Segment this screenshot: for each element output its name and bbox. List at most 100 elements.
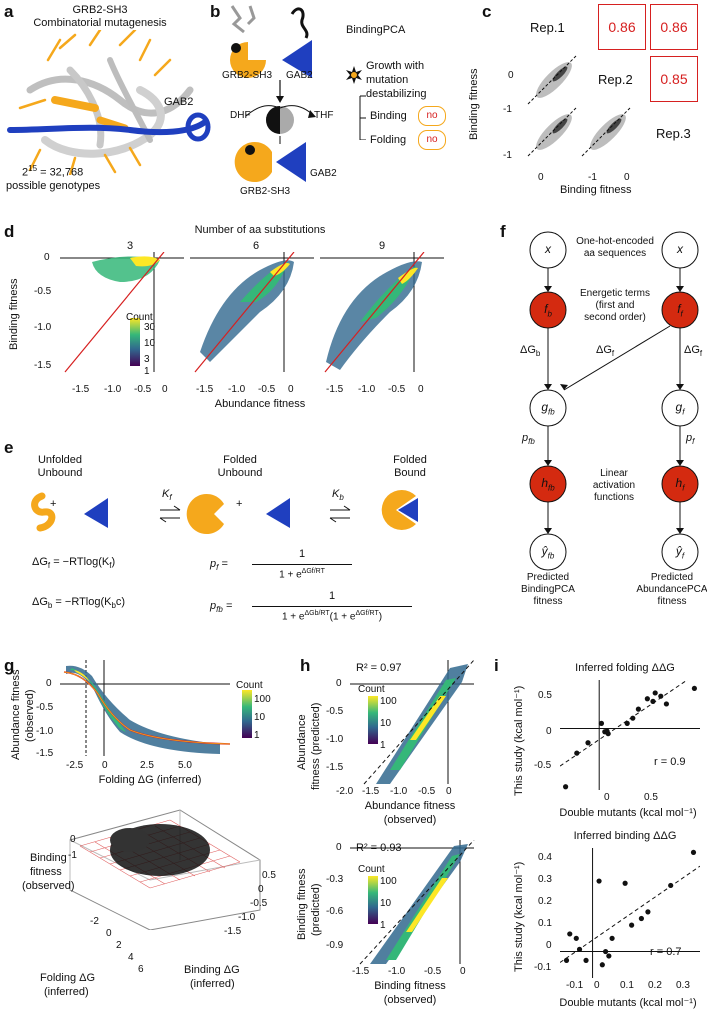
h-bottom-r2: R² = 0.93 xyxy=(356,842,402,854)
i-bottom-xlabel: Double mutants (kcal mol⁻¹) xyxy=(559,997,697,1009)
facet-6: 6 xyxy=(252,240,260,252)
i-bottom-point-7 xyxy=(602,948,609,955)
c-ylabel: Binding fitness xyxy=(468,68,480,140)
panel-i-label: i xyxy=(494,656,499,675)
i-top-point-3 xyxy=(598,720,605,726)
d-xtick-3: 0 xyxy=(162,384,168,395)
panel-a-subtitle: Combinatorial mutagenesis xyxy=(33,17,167,29)
h-bottom-colorbar xyxy=(368,876,378,924)
gab2-label-bottom: GAB2 xyxy=(310,168,337,179)
corr-rep1-rep2: 0.86 xyxy=(598,4,646,50)
g3d-y-tick-4: -1.5 xyxy=(224,926,242,937)
i-bottom-fit-line xyxy=(560,865,700,963)
branch-folding: Folding xyxy=(370,134,407,146)
state2-line1: Folded xyxy=(223,454,257,466)
d-xtick-7: 0 xyxy=(288,384,294,395)
pfb-den: 1 + eΔGb/RT(1 + eΔGf/RT) xyxy=(281,610,383,623)
corr-rep1-rep3: 0.86 xyxy=(650,4,698,50)
yf-text: ŷf xyxy=(675,544,685,561)
legend-line-2: mutation xyxy=(366,74,409,86)
c-xlabel: Binding fitness xyxy=(560,184,632,196)
h-top-ytick-2: -1.0 xyxy=(326,734,344,745)
pf-lhs: pf = xyxy=(210,558,228,573)
panel-b-label: b xyxy=(210,2,221,21)
h-top-hexbin xyxy=(350,660,475,785)
g3d-x-tick-0: -2 xyxy=(90,916,99,927)
c-ytick-3: -1 xyxy=(503,150,512,161)
ff-node xyxy=(661,291,699,329)
i-bottom-scatter xyxy=(560,848,700,978)
dgf-cross-label: ΔGf xyxy=(596,344,615,359)
h-bottom-xtick-2: -0.5 xyxy=(424,966,442,977)
fb-text: fb xyxy=(544,302,552,319)
i-top-fit-line xyxy=(560,680,689,767)
i-bottom-ytick-4: 0 xyxy=(546,940,552,951)
h-bottom-ytick-3: -0.9 xyxy=(326,940,344,951)
i-bottom-xtick-3: 0.2 xyxy=(648,980,662,991)
d-legend-10: 10 xyxy=(144,338,156,349)
plus-2: + xyxy=(236,498,243,510)
folding-no-badge: no xyxy=(418,130,446,150)
pfb-label: pfb xyxy=(522,432,535,447)
h-top-ylabel-2: fitness (predicted) xyxy=(310,702,322,790)
h-bottom-ylabel-1: Binding fitness xyxy=(296,868,308,940)
i-bottom-point-4 xyxy=(583,957,589,963)
scatter-rep1-rep2 xyxy=(527,55,577,105)
g3d-x-tick-1: 0 xyxy=(106,928,112,939)
pf-num: 1 xyxy=(298,548,306,560)
h-bottom-legend-10: 10 xyxy=(380,898,392,909)
facet-9: 9 xyxy=(378,240,386,252)
thf-label: THF xyxy=(314,110,334,121)
genotype-caption: possible genotypes xyxy=(6,180,101,192)
legend-line-1: Growth with xyxy=(366,60,425,72)
h-top-legend-1: 1 xyxy=(380,740,386,751)
pfb-lhs: pfb = xyxy=(210,600,233,615)
fb-node xyxy=(529,291,567,329)
i-top-point-6 xyxy=(605,731,611,737)
i-bottom-ytick-2: 0.2 xyxy=(538,896,552,907)
d-xtick-8: -1.5 xyxy=(326,384,344,395)
g3d-x-label-1: Folding ΔG xyxy=(40,972,96,984)
c-xtick-1: 0 xyxy=(538,172,544,183)
d-ytick-0: 0 xyxy=(44,252,50,263)
g3d-z-2: fitness xyxy=(30,866,62,878)
i-top-xlabel: Double mutants (kcal mol⁻¹) xyxy=(559,807,697,819)
i-bottom-point-2 xyxy=(573,935,579,941)
note-energy-3: second order) xyxy=(584,312,646,323)
h-top-ytick-3: -1.5 xyxy=(326,762,344,773)
h-bottom-ytick-2: -0.6 xyxy=(326,906,344,917)
panel-d-label: d xyxy=(4,222,15,241)
state2-line2: Unbound xyxy=(217,467,263,479)
h-bottom-legend-title: Count xyxy=(358,864,385,875)
i-top-title: Inferred folding ΔΔG xyxy=(575,662,675,674)
mutation-star-icon xyxy=(346,66,366,140)
i-bottom-ytick-0: 0.4 xyxy=(538,852,552,863)
scatter-rep1-rep3 xyxy=(527,107,577,157)
facet-9-plot xyxy=(320,252,444,373)
h-bottom-ytick-1: -0.3 xyxy=(326,874,344,885)
g-ylabel-1: Abundance fitness xyxy=(10,669,22,760)
g3d-x-label-2: (inferred) xyxy=(44,986,89,998)
genotype-count: 215 = 32,768 xyxy=(22,164,84,179)
g-hexbin-plot xyxy=(60,660,252,756)
g-ytick-1: -0.5 xyxy=(36,702,54,713)
g3d-z-tick-0: 0 xyxy=(70,834,76,845)
c-xtick-3: 0 xyxy=(624,172,630,183)
panel-e-label: e xyxy=(4,438,14,457)
dgf-label: ΔGf xyxy=(684,344,703,359)
x-right: x xyxy=(677,242,683,256)
i-bottom-point-14 xyxy=(668,882,674,889)
g-count-colorbar xyxy=(242,690,252,738)
i-top-xtick-1: 0.5 xyxy=(644,792,658,803)
note-onehot-1: One-hot-encoded xyxy=(576,236,654,247)
d-xtick-4: -1.5 xyxy=(196,384,214,395)
g-legend-100: 100 xyxy=(254,694,271,705)
i-bottom-ytick-5: -0.1 xyxy=(534,962,552,973)
rep2-label: Rep.2 xyxy=(598,72,633,87)
i-bottom-r: r = 0.7 xyxy=(650,946,682,958)
pfb-num: 1 xyxy=(328,590,336,602)
eq-dgf: ΔGf = −RTlog(Kf) xyxy=(32,556,116,571)
pred-binding-1: Predicted xyxy=(526,572,570,583)
g-ylabel-2: (observed) xyxy=(24,689,36,742)
gfb-node xyxy=(529,389,567,427)
